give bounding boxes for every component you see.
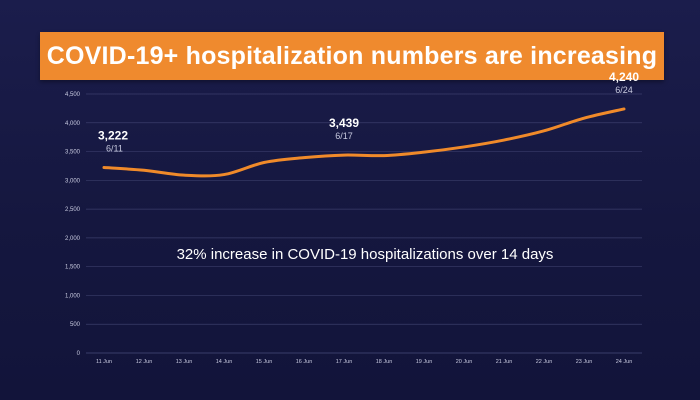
x-tick-label: 20 Jun: [456, 359, 473, 365]
x-tick-label: 13 Jun: [176, 359, 193, 365]
data-label-date: 6/11: [106, 144, 123, 154]
y-tick-label: 2,500: [65, 207, 81, 213]
series-layer: [102, 107, 626, 178]
data-label-date: 6/17: [335, 131, 353, 141]
x-tick-label: 21 Jun: [496, 359, 513, 365]
y-tick-label: 500: [70, 322, 81, 328]
data-label-date: 6/24: [615, 85, 633, 95]
x-tick-label: 22 Jun: [536, 359, 553, 365]
title-banner: COVID-19+ hospitalization numbers are in…: [40, 32, 664, 80]
y-tick-label: 1,000: [65, 293, 81, 299]
gridlines: [86, 93, 642, 354]
y-tick-label: 3,500: [65, 150, 81, 156]
y-tick-label: 0: [77, 351, 81, 357]
data-label-value: 4,240: [609, 70, 639, 84]
data-label-value: 3,439: [329, 116, 359, 130]
y-axis-ticks: 0 500 1,000 1,500 2,000 2,500 3,000 3,500 4,000 4…: [65, 92, 81, 357]
y-tick-label: 4,500: [65, 92, 81, 98]
x-tick-label: 14 Jun: [216, 359, 233, 365]
x-axis-ticks: 11 Jun 12 Jun 13 Jun 14 Jun 15 Jun 16 Jun 17 J…: [96, 359, 632, 365]
x-tick-label: 12 Jun: [136, 359, 153, 365]
x-tick-label: 19 Jun: [416, 359, 433, 365]
y-tick-label: 3,000: [65, 178, 81, 184]
series-line: [102, 107, 626, 178]
x-tick-label: 15 Jun: [256, 359, 273, 365]
chart-title: COVID-19+ hospitalization numbers are in…: [46, 41, 658, 70]
x-tick-label: 17 Jun: [336, 359, 353, 365]
y-tick-label: 1,500: [65, 265, 81, 271]
x-tick-label: 23 Jun: [576, 359, 593, 365]
y-tick-label: 4,000: [65, 121, 81, 127]
x-tick-label: 11 Jun: [96, 359, 112, 365]
x-tick-label: 16 Jun: [296, 359, 313, 365]
y-tick-label: 2,000: [65, 236, 81, 242]
x-tick-label: 24 Jun: [616, 359, 633, 365]
x-tick-label: 18 Jun: [376, 359, 393, 365]
chart-annotation: 32% increase in COVID-19 hospitalization…: [177, 246, 554, 263]
data-label-value: 3,222: [98, 129, 128, 143]
